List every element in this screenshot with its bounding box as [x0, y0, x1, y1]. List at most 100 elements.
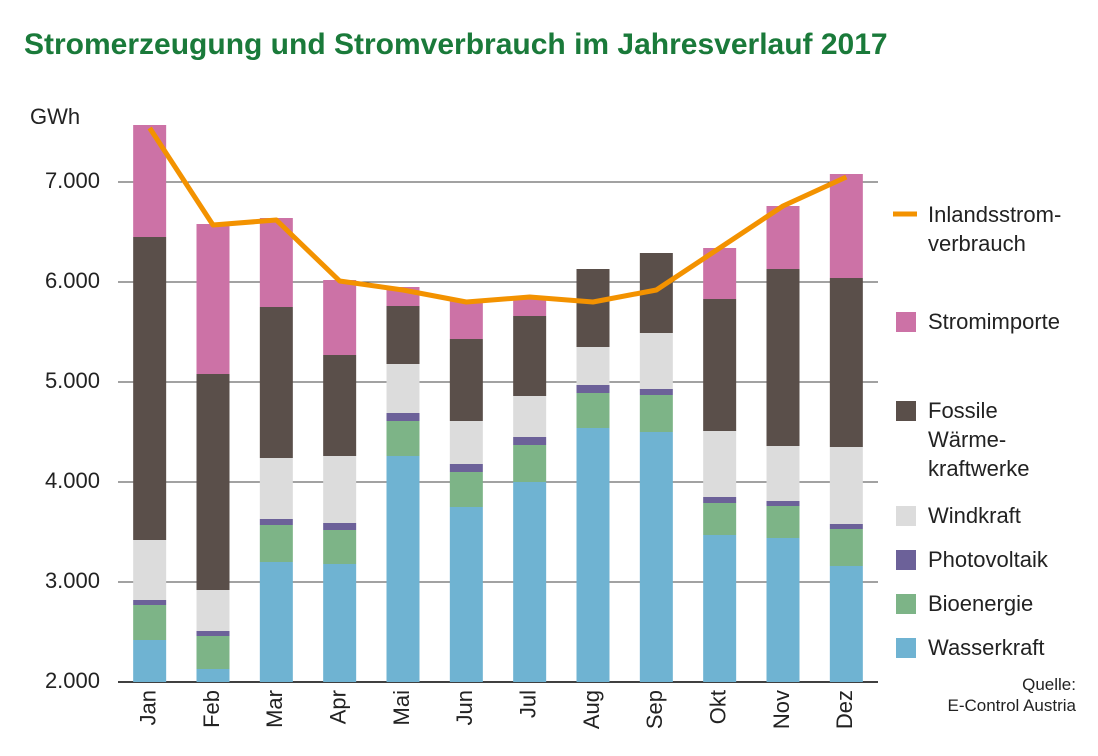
x-tick-label: Apr — [325, 690, 350, 724]
bar-segment — [196, 669, 230, 682]
bar-segment — [766, 501, 800, 506]
bar-segment — [576, 393, 610, 428]
bar-segment — [513, 316, 547, 396]
y-axis-label: GWh — [30, 104, 80, 129]
bar-segment — [513, 445, 547, 482]
bar-segment — [703, 431, 737, 497]
bar-segment — [513, 298, 547, 316]
bar-segment — [576, 385, 610, 393]
x-tick-label: Nov — [769, 690, 794, 729]
legend-swatch — [896, 638, 916, 658]
bar-segment — [639, 333, 673, 389]
bar-segment — [576, 269, 610, 347]
legend-entry: Stromimporte — [928, 309, 1061, 334]
bar-segment — [639, 389, 673, 395]
bar-segment — [323, 456, 357, 523]
bar-segment — [323, 355, 357, 456]
bar-segment — [639, 432, 673, 682]
bar-segment — [259, 562, 293, 682]
legend-entry: Windkraft — [928, 503, 1021, 528]
bar-segment — [513, 482, 547, 682]
legend-swatch — [896, 594, 916, 614]
bar-segment — [829, 278, 863, 447]
bar-segment — [196, 636, 230, 669]
bar-segment — [259, 458, 293, 519]
bar-segment — [386, 413, 420, 421]
bar-segment — [323, 564, 357, 682]
line-series — [147, 126, 848, 305]
bar-segment — [576, 347, 610, 385]
bar-segment — [449, 300, 483, 339]
legend-swatch — [896, 312, 916, 332]
bar-segment — [259, 519, 293, 525]
bar-segment — [259, 307, 293, 458]
legend-entry: Wasserkraft — [928, 635, 1045, 660]
x-tick-label: Dez — [832, 690, 857, 729]
bar-segment — [449, 472, 483, 507]
bar-segment — [829, 447, 863, 524]
y-tick-label: 5.000 — [45, 368, 100, 393]
bar-segment — [703, 299, 737, 431]
bar-segment — [513, 437, 547, 445]
bar-segment — [449, 421, 483, 464]
source: Quelle: E-Control Austria — [947, 675, 1077, 715]
bar-segment — [196, 631, 230, 636]
legend-swatch — [896, 401, 916, 421]
bar-segment — [766, 206, 800, 269]
bar-segment — [133, 640, 167, 682]
x-tick-label: Jun — [452, 690, 477, 725]
x-tick-label: Jul — [515, 690, 540, 718]
x-tick-label: Okt — [705, 690, 730, 724]
y-tick-label: 4.000 — [45, 468, 100, 493]
bar-segment — [576, 428, 610, 682]
legend-swatch — [896, 506, 916, 526]
legend-entry: Fossile Wärme- kraftwerke — [928, 398, 1030, 481]
bar-segment — [829, 524, 863, 529]
bar-segment — [513, 396, 547, 437]
legend-entry: Bioenergie — [928, 591, 1034, 616]
bar-segment — [766, 506, 800, 538]
legend-entry: Photovoltaik — [928, 547, 1048, 572]
y-tick-label: 2.000 — [45, 668, 100, 693]
bar-segment — [133, 540, 167, 600]
bar-segment — [386, 306, 420, 364]
bar-segment — [449, 339, 483, 421]
bar-segment — [766, 446, 800, 501]
y-tick-label: 6.000 — [45, 268, 100, 293]
bar-segment — [703, 497, 737, 503]
y-tick-label: 7.000 — [45, 168, 100, 193]
x-tick-label: Sep — [642, 690, 667, 729]
chart-title: Stromerzeugung und Stromverbrauch im Jah… — [24, 28, 888, 61]
bar-segment — [196, 590, 230, 631]
x-tick-label: Mai — [389, 690, 414, 725]
legend-entry: Inlandsstrom- verbrauch — [928, 202, 1062, 256]
bar-segment — [449, 464, 483, 472]
bar-segment — [323, 280, 357, 355]
bar-segment — [449, 507, 483, 682]
bar-segment — [133, 237, 167, 540]
x-tick-label: Feb — [199, 690, 224, 728]
bar-segment — [386, 421, 420, 456]
bar-segment — [196, 224, 230, 374]
y-tick-label: 3.000 — [45, 568, 100, 593]
bar-segment — [323, 523, 357, 530]
bar-segment — [829, 174, 863, 278]
x-tick-label: Mar — [262, 690, 287, 728]
bar-segment — [386, 364, 420, 413]
x-tick-label: Aug — [579, 690, 604, 729]
bar-segment — [829, 566, 863, 682]
bar-segment — [766, 269, 800, 446]
bar-segment — [639, 395, 673, 432]
bar-segment — [703, 503, 737, 535]
bar-segment — [196, 374, 230, 590]
bar-segment — [829, 529, 863, 566]
bar-segment — [323, 530, 357, 564]
bar-segment — [386, 456, 420, 682]
bar-segment — [133, 605, 167, 640]
bar-segment — [133, 600, 167, 605]
bar-segment — [259, 525, 293, 562]
legend-swatch — [896, 550, 916, 570]
bar-segment — [703, 535, 737, 682]
